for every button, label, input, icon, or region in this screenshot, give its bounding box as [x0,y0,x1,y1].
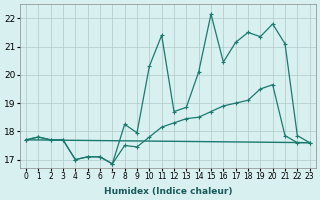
X-axis label: Humidex (Indice chaleur): Humidex (Indice chaleur) [104,187,232,196]
